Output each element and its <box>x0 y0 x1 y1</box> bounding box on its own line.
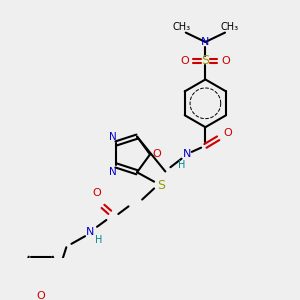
Text: S: S <box>201 54 209 67</box>
Text: CH₃: CH₃ <box>220 22 238 32</box>
Text: H: H <box>95 236 102 245</box>
Text: O: O <box>221 56 230 66</box>
Text: N: N <box>201 37 210 47</box>
Text: O: O <box>93 188 101 198</box>
Text: H: H <box>178 160 185 170</box>
Text: N: N <box>109 132 117 142</box>
Text: N: N <box>86 227 94 237</box>
Text: O: O <box>223 128 232 138</box>
Text: O: O <box>152 149 161 159</box>
Text: N: N <box>109 167 117 177</box>
Text: N: N <box>182 149 191 159</box>
Text: S: S <box>157 178 165 192</box>
Text: O: O <box>181 56 189 66</box>
Text: CH₃: CH₃ <box>172 22 190 32</box>
Text: O: O <box>36 291 45 300</box>
